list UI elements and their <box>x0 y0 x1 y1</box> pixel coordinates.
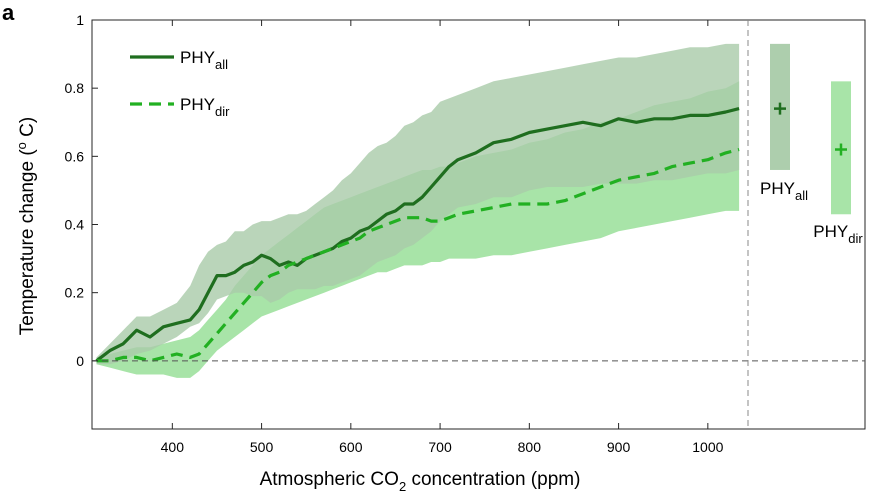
x-tick-label: 900 <box>607 439 631 455</box>
x-tick-label: 500 <box>250 439 274 455</box>
y-tick-label: 0.6 <box>65 148 85 164</box>
line-phy-dir <box>96 147 740 363</box>
x-tick-label: 800 <box>518 439 542 455</box>
y-axis-label-post: C) <box>17 117 38 142</box>
range-label-phy-dir: PHYdir <box>813 222 863 246</box>
legend-label-sub: all <box>215 57 228 72</box>
series-lines <box>95 107 740 363</box>
y-tick-label: 0.4 <box>65 217 85 233</box>
range-label-sub: dir <box>848 231 863 246</box>
panel-label: a <box>2 0 15 25</box>
legend-label-main: PHY <box>180 48 215 67</box>
legend-label-phy-dir: PHYdir <box>180 95 230 119</box>
x-tick-label: 1000 <box>692 439 723 455</box>
x-tick-label: 400 <box>161 439 185 455</box>
x-axis-label-pre: Atmospheric CO <box>260 469 399 490</box>
range-label-main: PHY <box>760 179 795 198</box>
y-tick-label: 0.8 <box>65 80 85 96</box>
x-axis-label-sub: 2 <box>399 479 406 494</box>
legend-label-sub: dir <box>215 104 230 119</box>
line-phy-all <box>95 107 740 363</box>
legend-label-main: PHY <box>180 95 215 114</box>
x-tick-label: 700 <box>428 439 452 455</box>
legend-label-phy-all: PHYall <box>180 48 228 72</box>
x-tick-label: 600 <box>339 439 363 455</box>
range-label-sub: all <box>795 188 808 203</box>
y-axis-label-pre: Temperature change ( <box>17 149 38 336</box>
y-axis-label: Temperature change (o C) <box>14 117 38 335</box>
y-tick-label: 0.2 <box>65 285 85 301</box>
x-axis-label: Atmospheric CO2 concentration (ppm) <box>260 469 581 494</box>
range-label-main: PHY <box>813 222 848 241</box>
x-axis-label-post: concentration (ppm) <box>406 469 580 490</box>
range-label-phy-all: PHYall <box>760 179 808 203</box>
y-tick-label: 1 <box>76 12 84 28</box>
y-tick-label: 0 <box>76 353 84 369</box>
reference-lines <box>92 20 865 429</box>
y-axis-label-sup: o <box>14 142 29 149</box>
axis-ticks: 400 500 600 700 800 900 1000 0 0.2 0.4 0.6 0.8 1 <box>65 12 724 455</box>
confidence-bands <box>96 43 740 378</box>
